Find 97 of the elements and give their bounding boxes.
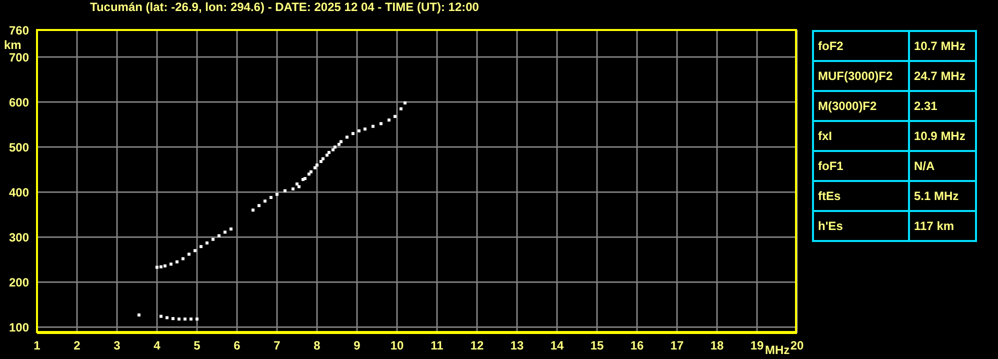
- point: [340, 140, 342, 144]
- point: [364, 128, 366, 131]
- x-tick-label: 8: [314, 338, 321, 353]
- x-tick-label: 10: [390, 338, 404, 353]
- point: [388, 118, 390, 122]
- x-tick-label: 9: [354, 338, 361, 353]
- y-tick-label: 700: [8, 50, 30, 64]
- y-axis-title: km: [4, 38, 22, 52]
- point: [190, 318, 192, 321]
- x-tick-label: 16: [630, 338, 644, 353]
- x-tick-label: 5: [194, 338, 201, 353]
- y-tick-label: 760: [8, 23, 30, 38]
- point: [358, 129, 360, 132]
- y-tick-label: 600: [8, 95, 30, 110]
- x-tick-label: 12: [470, 338, 484, 353]
- point: [334, 146, 336, 149]
- point: [160, 265, 162, 268]
- point: [316, 164, 318, 167]
- text: N/A: [909, 151, 976, 181]
- y-tick-label: 500: [8, 140, 30, 154]
- point: [338, 142, 340, 146]
- point: [322, 157, 324, 160]
- point: [346, 136, 348, 139]
- point: [284, 189, 286, 192]
- x-tick-label: 6: [234, 338, 241, 353]
- point: [352, 132, 354, 136]
- point: [138, 313, 140, 316]
- point: [332, 148, 334, 152]
- text: 10.9 MHz: [909, 121, 976, 151]
- text: h'Es: [813, 211, 909, 241]
- point: [308, 172, 310, 176]
- point: [218, 234, 220, 238]
- x-tick-label: 11: [430, 338, 444, 353]
- point: [166, 316, 168, 320]
- point: [264, 200, 266, 203]
- point: [196, 318, 198, 321]
- point: [206, 241, 208, 244]
- text: MUF(3000)F2: [813, 61, 909, 91]
- text: fxI: [813, 121, 909, 151]
- point: [172, 317, 174, 320]
- x-tick-label: 2: [74, 338, 81, 353]
- point: [258, 204, 260, 208]
- point: [164, 264, 166, 268]
- y-tick-label: 100: [8, 320, 30, 334]
- x-tick-label: 1: [34, 338, 41, 353]
- point: [314, 166, 316, 170]
- text: foF1: [813, 151, 909, 181]
- point: [194, 249, 196, 252]
- chart-title: Tucumán (lat: -26.9, lon: 294.6) - DATE: 2025 12 04 - TIME (UT): 12:00: [90, 0, 480, 14]
- x-tick-label: 18: [710, 338, 724, 353]
- point: [298, 185, 300, 188]
- point: [296, 182, 298, 186]
- point: [160, 314, 162, 318]
- point: [230, 228, 232, 230]
- text: foF2: [813, 31, 909, 61]
- x-tick-label: 15: [590, 338, 604, 353]
- text: 117 km: [909, 211, 976, 241]
- y-tick-label: 200: [8, 275, 30, 290]
- point: [400, 107, 402, 110]
- point: [326, 154, 328, 157]
- point: [380, 122, 382, 126]
- point: [170, 262, 172, 266]
- text: 24.7 MHz: [909, 61, 976, 91]
- text: M(3000)F2: [813, 91, 909, 121]
- point: [200, 245, 202, 248]
- point: [184, 318, 186, 321]
- point: [320, 160, 322, 163]
- point: [188, 252, 190, 256]
- x-tick-label: 17: [670, 338, 684, 353]
- point: [270, 196, 272, 199]
- x-tick-label: 14: [550, 338, 564, 353]
- x-tick-label: 19: [750, 338, 764, 353]
- y-tick-label: 300: [8, 230, 30, 244]
- x-axis-title: MHz: [765, 343, 790, 357]
- point: [212, 238, 214, 241]
- point: [176, 260, 178, 264]
- point: [372, 124, 374, 128]
- point: [328, 150, 330, 154]
- text: 5.1 MHz: [909, 181, 976, 211]
- point: [182, 257, 184, 260]
- x-tick-label: 4: [154, 338, 161, 353]
- x-tick-label: 13: [510, 338, 524, 353]
- text: 2.31: [909, 91, 976, 121]
- text: 10.7 MHz: [909, 31, 976, 61]
- y-tick-label: 400: [8, 185, 30, 200]
- text: ftEs: [813, 181, 909, 211]
- point: [156, 266, 158, 269]
- point: [276, 192, 278, 196]
- point: [292, 187, 294, 190]
- point: [404, 101, 406, 104]
- point: [394, 114, 396, 118]
- x-tick-label: 20: [790, 338, 804, 353]
- x-tick-label: 7: [274, 338, 281, 353]
- point: [224, 230, 226, 234]
- point: [252, 208, 254, 212]
- x-tick-label: 3: [114, 338, 121, 353]
- point: [178, 318, 180, 321]
